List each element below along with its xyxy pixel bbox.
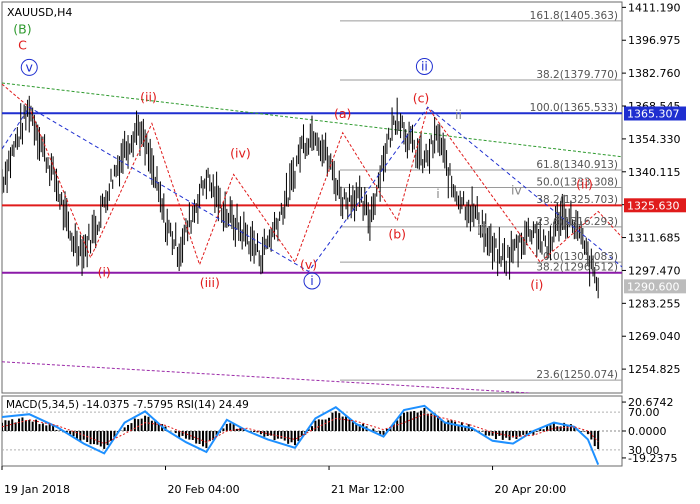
wave-label: i xyxy=(436,186,439,201)
wave-label: (B) xyxy=(13,22,31,37)
indicator-label: MACD(5,34,5) -14.0375 -7.5795 RSI(14) 24… xyxy=(6,399,249,411)
time-axis-label: 20 Feb 04:00 xyxy=(168,483,240,496)
wave-label: (iii) xyxy=(660,379,680,394)
indicator-axis-label: 70.00 xyxy=(628,406,660,419)
price-axis: 1411.1901396.9751382.7601368.5451354.330… xyxy=(622,1,681,376)
wave-label: (iv) xyxy=(230,146,251,161)
fib-level-label: 100.0(1365.533) xyxy=(530,102,618,114)
price-markers: 1365.307 1325.630 1290.600 xyxy=(624,106,686,294)
price-axis-label: 1382.760 xyxy=(628,67,681,80)
price-series xyxy=(2,95,599,299)
price-axis-label: 1297.470 xyxy=(628,264,681,277)
wave-label-circle xyxy=(415,57,433,75)
price-axis-label: 1311.685 xyxy=(628,232,681,245)
time-axis-label: 21 Mar 12:00 xyxy=(331,483,404,496)
wave-label: ii xyxy=(421,58,428,73)
trend-line xyxy=(2,82,622,158)
fib-level-label: 38.2(1379.770) xyxy=(536,69,618,81)
fib-level-label: 61.8(1340.913) xyxy=(536,159,618,171)
indicator-axis-label: -19.2375 xyxy=(628,452,677,465)
trend-lines xyxy=(2,82,622,393)
wave-zigzags xyxy=(2,83,622,273)
fib-level-label: 38.2(1325.703) xyxy=(536,194,618,206)
wave-label: i xyxy=(310,273,313,288)
time-axis-label: 19 Jan 2018 xyxy=(4,483,70,496)
wave-label: (i) xyxy=(98,265,111,280)
fib-level-label: 38.2(1296.512) xyxy=(536,262,618,274)
price-marker-label: 1290.600 xyxy=(627,280,680,293)
price-axis-label: 1396.975 xyxy=(628,34,681,47)
wave-label-circle xyxy=(303,272,321,290)
indicator-axis-label: 30.00 xyxy=(628,444,660,457)
time-axis: 19 Jan 2018 20 Feb 04:00 21 Mar 12:00 20 Ap… xyxy=(1,466,567,496)
price-axis-label: 1283.255 xyxy=(628,297,681,310)
wave-zigzag-red xyxy=(2,83,622,267)
symbol-label: XAUUSD,H4 xyxy=(7,6,72,19)
price-marker-box xyxy=(624,106,686,121)
price-axis-label: 1254.825 xyxy=(628,363,681,376)
indicator-axis: 20.6742 0.0000 -19.2375 70.00 30.00 xyxy=(622,396,677,465)
price-axis-label: 1340.115 xyxy=(628,166,681,179)
indicator-axis-label: 20.6742 xyxy=(628,396,674,409)
wave-label: v xyxy=(26,59,34,74)
price-marker-box xyxy=(624,198,686,213)
wave-labels: (B)Cv(ii)(iv)(a)ii(c)iii iviii(b)(ii)(i)(… xyxy=(13,22,680,394)
price-marker-box xyxy=(624,279,686,294)
fib-level-label: 161.8(1405.363) xyxy=(530,10,618,22)
fib-level-label: 0.0(1301.083) xyxy=(543,251,618,263)
wave-label: (iii) xyxy=(200,275,220,290)
fib-level-label: 50.0(1333.308) xyxy=(536,177,618,189)
wave-label: (c) xyxy=(413,91,430,106)
price-marker-label: 1365.307 xyxy=(627,107,680,120)
wave-label: (b) xyxy=(388,227,406,242)
fib-level-label: 23.6(1316.293) xyxy=(536,216,618,228)
price-axis-label: 1411.190 xyxy=(628,1,681,14)
wave-zigzag-blue xyxy=(2,106,622,273)
wave-label: ii xyxy=(455,107,462,122)
wave-label: C xyxy=(18,37,27,52)
time-axis-label: 20 Apr 20:00 xyxy=(495,483,567,496)
wave-label: iii xyxy=(477,221,487,236)
indicator-axis-label: 0.0000 xyxy=(628,425,667,438)
wave-label-circle xyxy=(20,58,38,76)
wave-label: (a) xyxy=(334,106,351,121)
fibonacci-labels: 161.8(1405.363) 38.2(1379.770) 100.0(1365.… xyxy=(530,10,618,381)
price-axis-label: 1354.330 xyxy=(628,133,681,146)
wave-label: (i) xyxy=(530,277,543,292)
fib-level-label: 23.6(1250.074) xyxy=(536,369,618,381)
indicator-series xyxy=(2,404,622,465)
price-axis-label: 1269.040 xyxy=(628,330,681,343)
main-pane xyxy=(1,1,623,394)
wave-label: (v) xyxy=(300,257,317,272)
wave-label: (ii) xyxy=(576,177,593,192)
price-marker-label: 1325.630 xyxy=(627,199,680,212)
wave-label: iv xyxy=(511,182,522,197)
trend-line xyxy=(2,361,531,393)
rsi-line xyxy=(2,404,600,465)
wave-label: (ii) xyxy=(140,90,157,105)
